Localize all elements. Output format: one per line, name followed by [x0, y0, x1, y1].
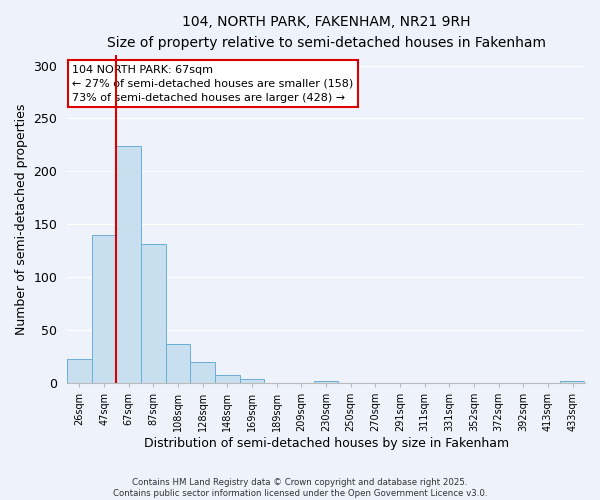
- Text: 104 NORTH PARK: 67sqm
← 27% of semi-detached houses are smaller (158)
73% of sem: 104 NORTH PARK: 67sqm ← 27% of semi-deta…: [73, 65, 353, 103]
- Bar: [166, 344, 190, 383]
- Bar: [141, 244, 166, 383]
- Title: 104, NORTH PARK, FAKENHAM, NR21 9RH
Size of property relative to semi-detached h: 104, NORTH PARK, FAKENHAM, NR21 9RH Size…: [107, 15, 545, 50]
- Bar: [116, 146, 141, 383]
- Bar: [190, 362, 215, 383]
- X-axis label: Distribution of semi-detached houses by size in Fakenham: Distribution of semi-detached houses by …: [143, 437, 509, 450]
- Bar: [67, 358, 92, 383]
- Bar: [314, 381, 338, 383]
- Bar: [92, 235, 116, 383]
- Bar: [215, 374, 240, 383]
- Text: Contains HM Land Registry data © Crown copyright and database right 2025.
Contai: Contains HM Land Registry data © Crown c…: [113, 478, 487, 498]
- Y-axis label: Number of semi-detached properties: Number of semi-detached properties: [15, 104, 28, 334]
- Bar: [560, 381, 585, 383]
- Bar: [240, 379, 265, 383]
